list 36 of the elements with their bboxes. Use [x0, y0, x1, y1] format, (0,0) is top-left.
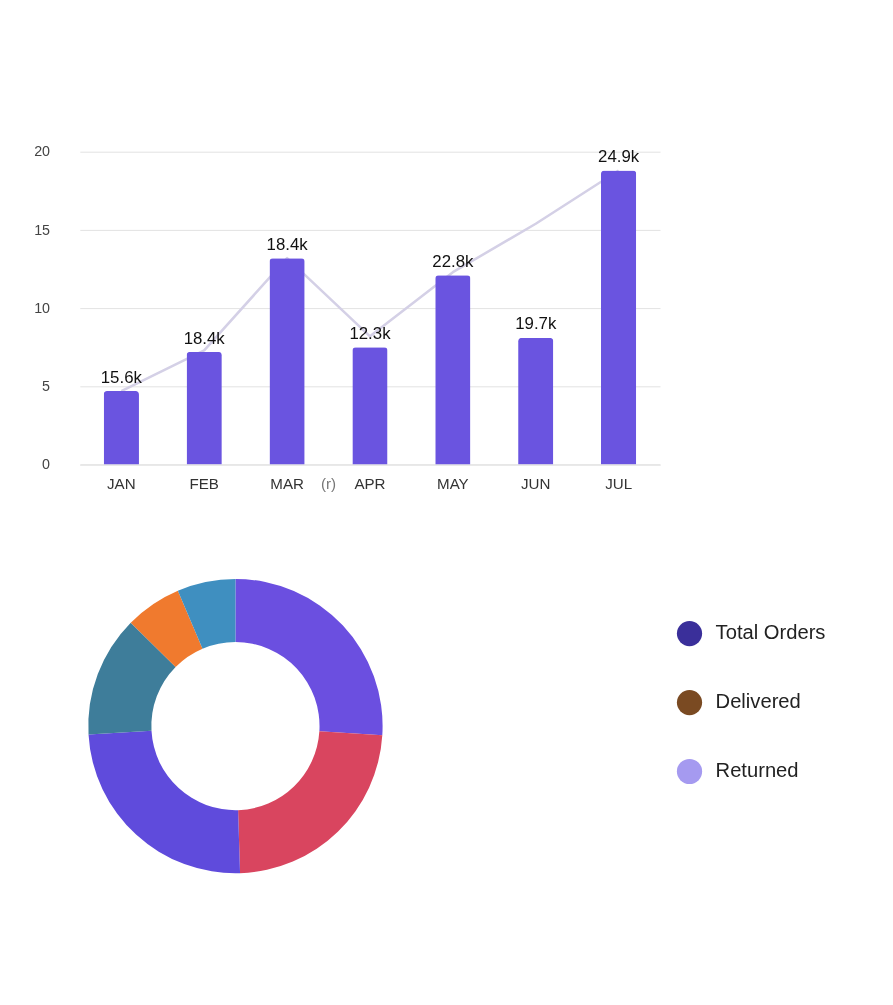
x-tick-label: FEB	[189, 474, 219, 492]
donut-slice	[130, 590, 203, 668]
donut-slice	[88, 730, 241, 874]
x-tick-label: JUN	[521, 474, 551, 492]
y-tick-label: 20	[34, 143, 51, 160]
annotation: 24.9k	[598, 147, 640, 167]
bar	[600, 170, 637, 465]
annotation: 22.8k	[432, 251, 475, 271]
annotation: 12.3k	[349, 323, 392, 343]
donut-slice	[235, 578, 383, 736]
donut-slice	[238, 731, 383, 874]
annotation: 15.6k	[100, 367, 143, 387]
bar	[186, 351, 222, 465]
y-tick-label: 15	[34, 221, 51, 238]
x-tick-label: JUL	[605, 474, 633, 492]
x-tick-label: JAN	[107, 474, 136, 492]
category-label: Total Orders	[715, 621, 826, 644]
bar	[435, 275, 471, 465]
bar	[103, 391, 139, 465]
x-tick-label: APR	[354, 474, 386, 492]
bar	[352, 347, 388, 465]
donut-slice	[177, 578, 236, 649]
annotation: 18.4k	[266, 234, 309, 254]
donut-slice	[88, 622, 176, 735]
bar	[518, 337, 554, 465]
annotation: 19.7k	[515, 314, 557, 334]
category-label: Returned	[715, 759, 799, 782]
y-tick-label: 5	[42, 378, 51, 394]
bar	[269, 258, 305, 465]
x-tick-label: MAR	[270, 474, 304, 492]
annotation: 18.4k	[183, 328, 226, 348]
y-tick-label: 0	[42, 456, 51, 473]
x-tick-label: MAY	[437, 474, 469, 492]
text: (r)	[320, 474, 337, 492]
category-label: Delivered	[715, 690, 801, 713]
y-tick-label: 10	[34, 299, 51, 316]
